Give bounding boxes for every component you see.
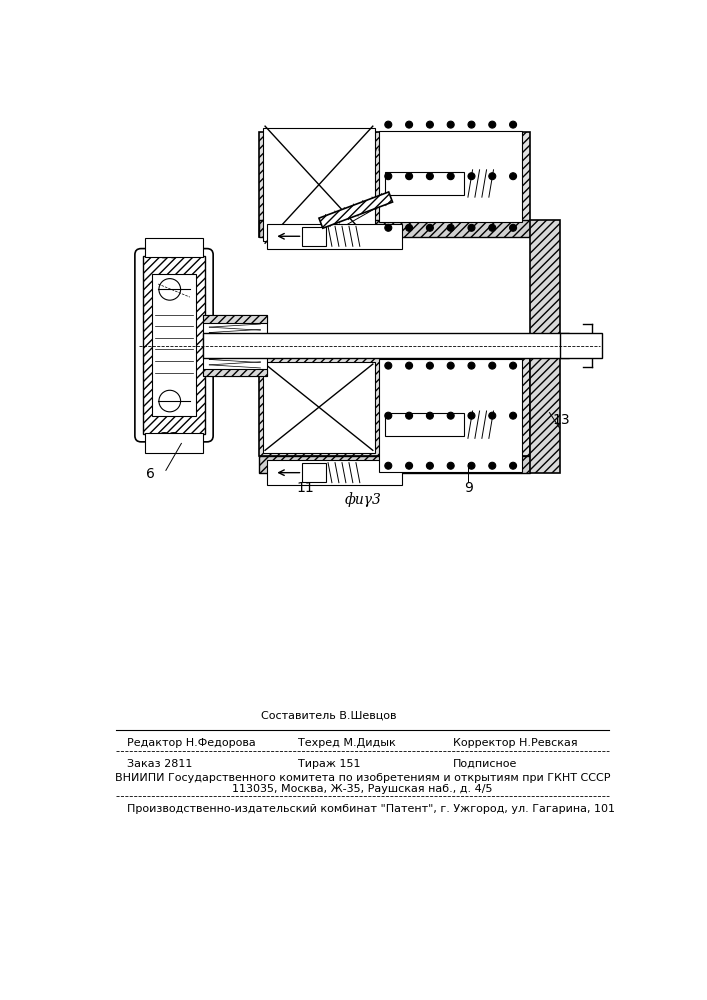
Circle shape — [426, 121, 433, 128]
Bar — [203, 333, 569, 358]
Bar — [152, 274, 196, 416]
Circle shape — [510, 173, 517, 180]
Text: 11: 11 — [296, 481, 314, 495]
Bar — [530, 220, 559, 473]
Bar — [263, 128, 375, 241]
Circle shape — [510, 462, 517, 469]
Circle shape — [448, 173, 454, 180]
Circle shape — [468, 362, 475, 369]
Bar — [259, 220, 530, 237]
Circle shape — [510, 412, 517, 419]
Circle shape — [489, 462, 496, 469]
FancyBboxPatch shape — [135, 249, 213, 442]
Bar — [145, 238, 203, 257]
Text: 9: 9 — [464, 481, 472, 495]
Bar — [303, 463, 326, 482]
Text: Тираж 151: Тираж 151 — [298, 759, 360, 769]
Text: Производственно-издательский комбинат "Патент", г. Ужгород, ул. Гагарина, 101: Производственно-издательский комбинат "П… — [127, 804, 615, 814]
Circle shape — [385, 362, 392, 369]
Circle shape — [406, 121, 413, 128]
Circle shape — [489, 121, 496, 128]
Text: 3: 3 — [370, 196, 380, 210]
Circle shape — [448, 121, 454, 128]
Bar — [259, 358, 530, 456]
Bar — [143, 256, 206, 434]
Text: 6: 6 — [146, 467, 155, 481]
Bar — [379, 131, 522, 222]
Circle shape — [448, 224, 454, 231]
Circle shape — [489, 173, 496, 180]
Circle shape — [385, 412, 392, 419]
Bar — [259, 132, 530, 237]
Circle shape — [385, 173, 392, 180]
Circle shape — [385, 121, 392, 128]
Circle shape — [426, 173, 433, 180]
Circle shape — [385, 224, 392, 231]
Text: 113035, Москва, Ж-35, Раушская наб., д. 4/5: 113035, Москва, Ж-35, Раушская наб., д. … — [233, 784, 493, 794]
Bar — [379, 359, 522, 472]
Circle shape — [385, 462, 392, 469]
Text: Корректор Н.Ревская: Корректор Н.Ревская — [452, 738, 577, 748]
Circle shape — [468, 121, 475, 128]
Circle shape — [406, 412, 413, 419]
Circle shape — [406, 173, 413, 180]
Circle shape — [406, 224, 413, 231]
Circle shape — [426, 224, 433, 231]
Circle shape — [489, 224, 496, 231]
Bar — [203, 315, 267, 376]
Polygon shape — [319, 192, 392, 228]
Text: фиγ3: фиγ3 — [344, 492, 381, 507]
Text: 1663887: 1663887 — [329, 142, 397, 156]
Circle shape — [489, 412, 496, 419]
Text: Составитель В.Шевцов: Составитель В.Шевцов — [261, 711, 397, 721]
Circle shape — [468, 462, 475, 469]
Text: 13: 13 — [552, 413, 570, 427]
Circle shape — [468, 412, 475, 419]
Circle shape — [510, 362, 517, 369]
Bar — [203, 315, 267, 323]
Circle shape — [510, 224, 517, 231]
Circle shape — [448, 412, 454, 419]
Bar — [267, 460, 402, 485]
Bar — [145, 433, 203, 453]
Circle shape — [448, 462, 454, 469]
Circle shape — [426, 362, 433, 369]
Circle shape — [426, 412, 433, 419]
Circle shape — [426, 462, 433, 469]
Text: ВНИИПИ Государственного комитета по изобретениям и открытиям при ГКНТ СССР: ВНИИПИ Государственного комитета по изоб… — [115, 773, 610, 783]
Bar — [303, 227, 326, 246]
Circle shape — [406, 362, 413, 369]
Circle shape — [510, 121, 517, 128]
Bar — [559, 333, 602, 358]
Circle shape — [489, 362, 496, 369]
Text: Подписное: Подписное — [452, 759, 517, 769]
Bar — [267, 224, 402, 249]
Circle shape — [468, 173, 475, 180]
Bar — [203, 369, 267, 376]
Bar — [385, 413, 464, 436]
Circle shape — [448, 362, 454, 369]
Bar — [385, 172, 464, 195]
Text: Техред М.Дидык: Техред М.Дидык — [298, 738, 395, 748]
Bar — [263, 362, 375, 453]
Circle shape — [468, 224, 475, 231]
Bar — [259, 456, 530, 473]
Text: Редактор Н.Федорова: Редактор Н.Федорова — [127, 738, 256, 748]
Text: Заказ 2811: Заказ 2811 — [127, 759, 192, 769]
Circle shape — [406, 462, 413, 469]
